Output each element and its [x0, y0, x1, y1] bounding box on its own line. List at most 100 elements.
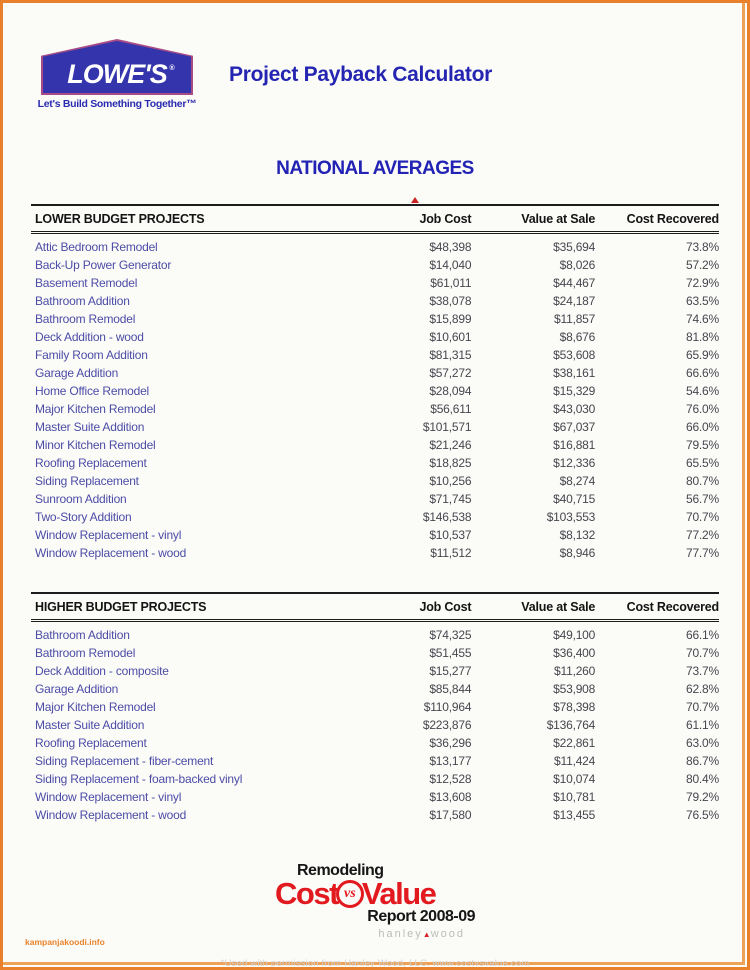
value-at-sale-value: $8,946	[559, 546, 596, 560]
value-at-sale-value: $10,781	[553, 790, 596, 804]
table-row: Garage Addition $57,272 $38,161 66.6%	[31, 364, 719, 382]
job-cost-value: $61,011	[430, 276, 472, 290]
project-name: Siding Replacement - foam-backed vinyl	[35, 772, 243, 786]
value-at-sale-value: $11,260	[554, 664, 596, 678]
job-cost-value: $17,580	[429, 808, 472, 822]
value-at-sale-value: $53,608	[553, 348, 596, 362]
value-at-sale-value: $53,908	[553, 682, 596, 696]
lowes-tagline: Let's Build Something Together™	[37, 98, 197, 110]
project-name: Garage Addition	[35, 366, 119, 380]
project-name: Window Replacement - wood	[35, 808, 187, 822]
cost-recovered-value: 63.0%	[685, 736, 719, 750]
job-cost-value: $48,398	[429, 240, 472, 254]
job-cost-value: $110,964	[423, 700, 472, 714]
project-name: Bathroom Remodel	[35, 312, 136, 326]
project-name: Deck Addition - composite	[35, 664, 169, 678]
table-row: Siding Replacement - foam-backed vinyl $1…	[31, 770, 719, 788]
table-row: Window Replacement - vinyl $13,608 $10,781…	[31, 788, 719, 806]
value-at-sale-value: $103,553	[546, 510, 596, 524]
value-at-sale-value: $15,329	[553, 384, 596, 398]
table-row: Master Suite Addition $223,876 $136,764 61.…	[31, 716, 719, 734]
section-heading: NATIONAL AVERAGES	[276, 158, 474, 179]
project-name: Back-Up Power Generator	[35, 258, 172, 272]
job-cost-value: $15,277	[429, 664, 472, 678]
column-header-job-cost: Job Cost	[419, 212, 472, 226]
cost-recovered-value: 77.7%	[685, 546, 719, 560]
job-cost-value: $74,325	[429, 628, 472, 642]
table-row: Master Suite Addition $101,571 $67,037 66.0…	[31, 418, 719, 436]
cost-recovered-value: 61.1%	[685, 718, 719, 732]
value-at-sale-value: $35,694	[553, 240, 596, 254]
project-name: Window Replacement - wood	[35, 546, 187, 560]
cost-recovered-value: 56.7%	[685, 492, 719, 506]
project-name: Major Kitchen Remodel	[35, 402, 156, 416]
column-header-value-at-sale: Value at Sale	[521, 212, 596, 226]
job-cost-value: $15,899	[429, 312, 472, 326]
project-name: Home Office Remodel	[35, 384, 150, 398]
cost-recovered-value: 66.1%	[685, 628, 719, 642]
table-row: Bathroom Addition $38,078 $24,187 63.5%	[31, 292, 719, 310]
value-at-sale-value: $43,030	[553, 402, 596, 416]
project-name: Sunroom Addition	[35, 492, 127, 506]
table-row: Bathroom Remodel $51,455 $36,400 70.7%	[31, 644, 719, 662]
value-at-sale-value: $67,037	[553, 420, 596, 434]
lowes-logo: LOWE'S ® Let's Build Something Together™	[33, 39, 201, 110]
cost-recovered-value: 86.7%	[685, 754, 719, 768]
project-name: Window Replacement - vinyl	[35, 528, 182, 542]
project-name: Major Kitchen Remodel	[35, 700, 156, 714]
cost-recovered-value: 77.2%	[685, 528, 719, 542]
table-row: Deck Addition - composite $15,277 $11,260 7…	[31, 662, 719, 680]
value-at-sale-value: $38,161	[553, 366, 596, 380]
job-cost-value: $38,078	[429, 294, 472, 308]
cvv-vs-circle-icon: vs	[335, 879, 364, 908]
hanley-wood-brand: hanley▲wood	[378, 928, 465, 940]
value-at-sale-value: $24,187	[553, 294, 596, 308]
value-at-sale-value: $36,400	[553, 646, 596, 660]
table-row: Major Kitchen Remodel $110,964 $78,398 70.7…	[31, 698, 719, 716]
job-cost-value: $13,608	[429, 790, 472, 804]
table-row: Family Room Addition $81,315 $53,608 65.9%	[31, 346, 719, 364]
value-at-sale-value: $10,074	[553, 772, 596, 786]
project-name: Master Suite Addition	[35, 718, 145, 732]
table-header-row: HIGHER BUDGET PROJECTS Job Cost Value at…	[31, 593, 719, 621]
table-row: Attic Bedroom Remodel $48,398 $35,694 73.8%	[31, 233, 719, 257]
cost-recovered-value: 66.0%	[685, 420, 719, 434]
job-cost-value: $81,315	[429, 348, 472, 362]
cvv-value-label: Value	[361, 876, 437, 911]
project-name: Basement Remodel	[35, 276, 138, 290]
cost-recovered-value: 70.7%	[685, 646, 719, 660]
project-name: Master Suite Addition	[35, 420, 145, 434]
value-at-sale-value: $11,857	[554, 312, 596, 326]
value-at-sale-value: $22,861	[553, 736, 596, 750]
watermark-text: kampanjakoodi.info	[25, 937, 105, 947]
cost-recovered-value: 74.6%	[685, 312, 719, 326]
projects-table: LOWER BUDGET PROJECTS Job Cost Value at …	[31, 204, 719, 562]
cost-recovered-value: 70.7%	[685, 510, 719, 524]
cvv-report-label: Report 2008-09	[367, 908, 475, 925]
project-name: Roofing Replacement	[35, 736, 147, 750]
job-cost-value: $71,745	[429, 492, 472, 506]
job-cost-value: $18,825	[429, 456, 472, 470]
cost-recovered-value: 65.9%	[685, 348, 719, 362]
cvv-cost-label: Cost	[275, 876, 339, 911]
project-name: Bathroom Remodel	[35, 646, 136, 660]
table-row: Siding Replacement - fiber-cement $13,177…	[31, 752, 719, 770]
table-row: Siding Replacement $10,256 $8,274 80.7%	[31, 472, 719, 490]
cost-recovered-value: 81.8%	[685, 330, 719, 344]
cost-recovered-value: 72.9%	[685, 276, 719, 290]
job-cost-value: $11,512	[430, 546, 472, 560]
cost-recovered-value: 54.6%	[685, 384, 719, 398]
table-row: Garage Addition $85,844 $53,908 62.8%	[31, 680, 719, 698]
project-name: Garage Addition	[35, 682, 119, 696]
cost-recovered-value: 80.7%	[685, 474, 719, 488]
value-at-sale-value: $44,467	[553, 276, 596, 290]
column-header-job-cost: Job Cost	[419, 600, 472, 614]
value-at-sale-value: $136,764	[546, 718, 596, 732]
job-cost-value: $10,601	[429, 330, 472, 344]
project-name: Bathroom Addition	[35, 294, 130, 308]
table-title: LOWER BUDGET PROJECTS	[35, 212, 205, 226]
column-header-cost-recovered: Cost Recovered	[626, 600, 720, 614]
red-triangle-icon	[411, 197, 419, 203]
registered-mark: ®	[169, 65, 175, 72]
